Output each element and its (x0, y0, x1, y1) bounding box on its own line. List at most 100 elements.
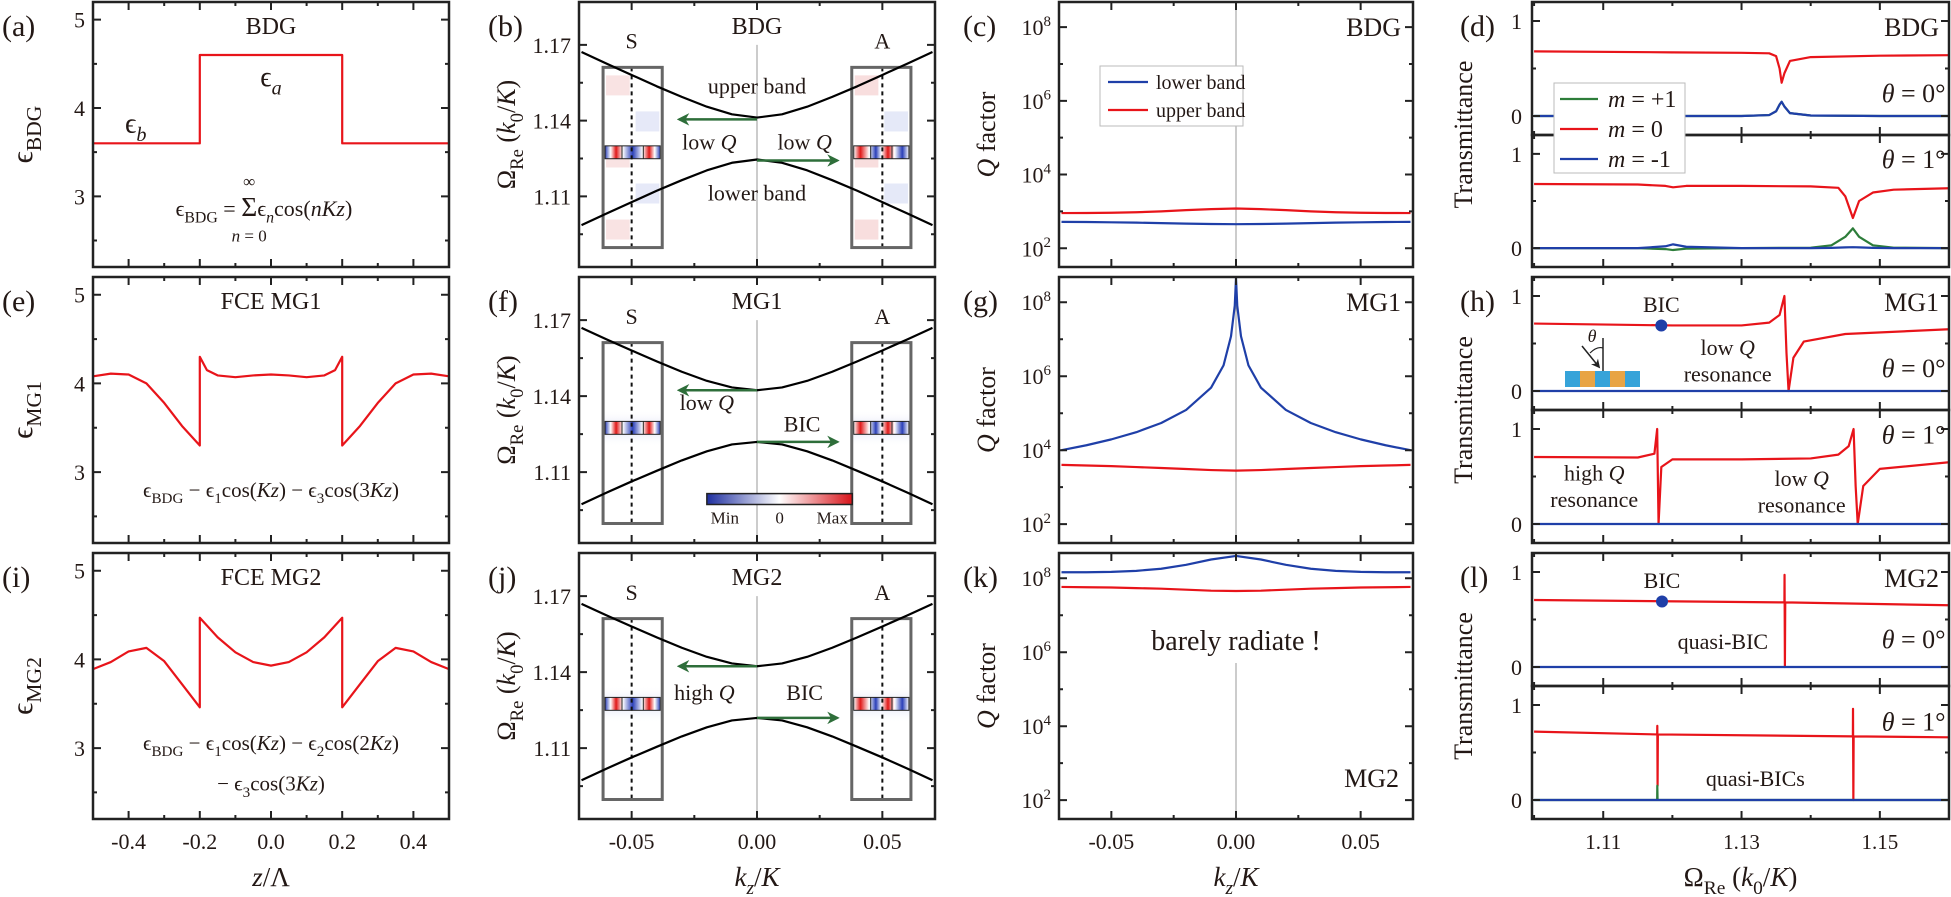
text-segment: ∞ (243, 172, 255, 191)
text-segment: Kz (295, 772, 318, 796)
text-segment: Transmittance (1449, 336, 1478, 484)
text-segment: = 1° (1894, 708, 1945, 737)
subplot-theta-0: 0 1 BIC θ = 0° quasi-BIC MG2 (1511, 551, 1951, 688)
text-segment: ) (492, 355, 521, 364)
axes-frame (91, 275, 451, 545)
panel-title: MG2 (1884, 564, 1939, 593)
text-segment: high (674, 680, 719, 705)
text-segment: 10 (1022, 714, 1044, 739)
text-segment: K (1769, 862, 1790, 892)
y-tick-label: 3 (74, 184, 85, 209)
text-segment: BIC (1644, 568, 1681, 593)
panel-label: (c) (963, 10, 996, 43)
text-segment: K (492, 362, 521, 382)
annotation: upper band (708, 73, 806, 98)
y-tick-label: 0 (1511, 655, 1522, 680)
y-tick-label: 1 (1511, 142, 1522, 167)
text-segment: Q (721, 130, 737, 155)
y-tick-label: 5 (74, 8, 85, 33)
upper-band-curve (581, 50, 933, 119)
legend: m = +1m = 0m = -1 (1553, 82, 1686, 174)
y-axis-label: Transmittance (1449, 61, 1478, 209)
text-segment: 10 (1022, 163, 1044, 188)
annotation: S (626, 29, 638, 54)
text-segment: lower band (708, 180, 806, 205)
y-axis-label: ΩRe (k0/K) (492, 355, 528, 464)
panel-d: (d) Transmittance 0 1 θ = 0° BDG 0 1 θ = 1° m = +… (1449, 0, 1951, 269)
text-segment: Kz (369, 731, 392, 755)
text-segment: 10 (1022, 438, 1044, 463)
axis-ticks (1532, 135, 1950, 267)
transmittance-curve (1534, 100, 1949, 118)
text-segment: ( (1725, 862, 1741, 892)
text-segment: ϵ (143, 478, 152, 502)
text-segment: Transmittance (1449, 61, 1478, 209)
text-segment: = 1° (1894, 420, 1945, 449)
text-segment: 1 (214, 744, 222, 760)
text-segment: ) (392, 478, 399, 502)
permittivity-curve (93, 355, 449, 447)
text-segment: factor (972, 643, 1001, 710)
annotation: ϵBDG = Σϵncos(nKz) (175, 191, 352, 227)
field-pattern (884, 111, 908, 132)
colorbar-label: 0 (775, 508, 784, 527)
axis-ticks (92, 553, 450, 819)
text-segment: ) (492, 80, 521, 89)
text-segment: Transmittance (1449, 612, 1478, 760)
axis-ticks (1059, 553, 1413, 819)
bic-marker (1655, 319, 1668, 332)
text-segment: a (272, 77, 282, 99)
x-tick-label: 0.0 (257, 829, 285, 854)
y-tick-label: 4 (74, 96, 85, 121)
x-tick-label: 0.00 (1217, 829, 1256, 854)
unit-cell-divider (870, 145, 893, 159)
panel-label: (e) (2, 285, 35, 318)
text-segment: low (680, 390, 719, 415)
text-segment: 8 (1044, 14, 1051, 30)
x-axis-label: kz/K (1213, 862, 1260, 897)
text-segment: Q (1813, 466, 1829, 491)
legend: lower band upper band (1099, 65, 1245, 127)
transmittance-curve (1534, 707, 1949, 802)
y-tick-label: 1.14 (533, 109, 572, 134)
text-segment: θ (1882, 145, 1895, 174)
annotation: barely radiate ! (1151, 626, 1320, 657)
y-axis-label: Transmittance (1449, 612, 1478, 760)
y-axis-label: Q factor (972, 643, 1001, 729)
text-segment: 10 (1022, 566, 1044, 591)
mode-profile-frame (850, 341, 913, 525)
text-segment: ) (345, 196, 352, 221)
text-segment: ϵ (175, 196, 184, 221)
y-tick-label: 3 (74, 736, 85, 761)
y-tick-label: 106 (1022, 363, 1052, 389)
text-segment: S (626, 580, 638, 605)
transmittance-curve (1534, 50, 1949, 84)
text-segment: cos( (222, 731, 257, 755)
colorbar-label: Max (817, 508, 849, 527)
y-tick-label: 108 (1022, 565, 1051, 591)
x-tick-label: 0.00 (738, 829, 777, 854)
text-segment: m (1608, 87, 1625, 113)
text-segment: n (266, 209, 274, 226)
text-segment: Q (718, 390, 734, 415)
text-segment: Ω (492, 445, 521, 464)
text-segment: k (492, 673, 521, 685)
x-tick-label: -0.4 (111, 829, 146, 854)
annotation: resonance (1684, 362, 1772, 387)
unit-cell-divider (870, 421, 893, 435)
y-tick-label: 106 (1022, 88, 1052, 114)
annotation: A (874, 580, 890, 605)
text-segment: ϵ (260, 62, 271, 93)
grating-block (1565, 371, 1580, 387)
grating-block (1625, 371, 1640, 387)
annotation: BIC (786, 680, 823, 705)
y-axis-label: ΩRe (k0/K) (492, 80, 528, 189)
text-segment: 8 (1044, 289, 1051, 305)
x-tick-label: 0.2 (328, 829, 356, 854)
axis-ticks (1059, 277, 1413, 543)
text-segment: A (874, 304, 890, 329)
panel-label: (b) (488, 10, 523, 43)
panel-label: (h) (1460, 285, 1495, 318)
text-segment: b (136, 124, 146, 146)
